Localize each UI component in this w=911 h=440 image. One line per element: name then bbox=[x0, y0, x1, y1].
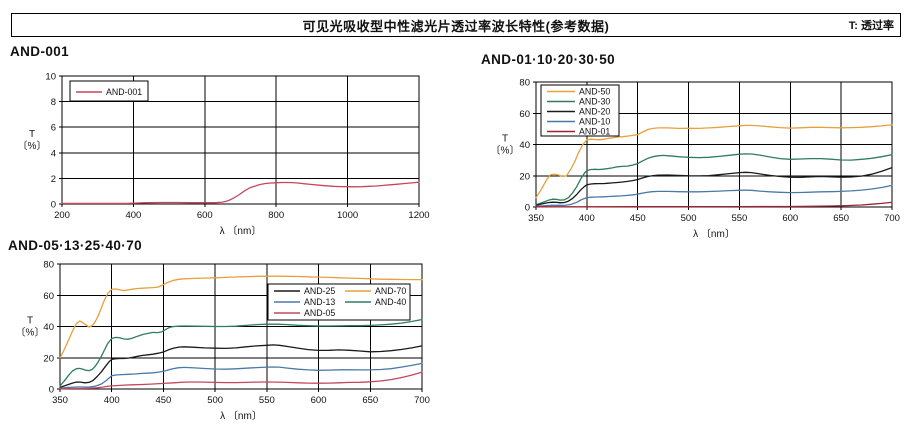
x-tick-label: 450 bbox=[630, 213, 646, 224]
chart-svg: 200 400 600 800 1000 1200 0 2 4 6 8 10 T〔%〕 λ 〔nm〕 AND… bbox=[18, 72, 430, 238]
y-tick-label: 20 bbox=[43, 353, 54, 364]
legend-box bbox=[69, 80, 149, 102]
curve-AND-13 bbox=[59, 362, 423, 389]
y-tick-label: 80 bbox=[519, 78, 530, 89]
x-tick-label: 550 bbox=[731, 213, 747, 224]
legend-label-AND-25: AND-25 bbox=[304, 286, 335, 296]
chart-heading-and-01-series: AND-01·10·20·30·50 bbox=[481, 52, 616, 67]
x-tick-label: 450 bbox=[155, 395, 171, 406]
transmittance-note: T: 透过率 bbox=[848, 20, 894, 32]
x-tick-label: 600 bbox=[311, 395, 327, 406]
y-tick-label: 8 bbox=[51, 97, 56, 108]
x-axis-label: λ 〔nm〕 bbox=[220, 410, 262, 422]
curve-AND-20 bbox=[535, 166, 893, 207]
transmittance-chart-and-01-series: 350 400 450 500 550 600 650 700 0 20 40 60 80 T 〔%〕 λ 〔… bbox=[481, 70, 911, 242]
y-tick-label: 60 bbox=[43, 291, 54, 302]
x-tick-label: 350 bbox=[528, 213, 544, 224]
chart-section-and-05-13-25-40-70: AND-05·13·25·40·70 350 400 450 500 550 600 650… bbox=[8, 238, 453, 424]
x-axis-label: λ 〔nm〕 bbox=[220, 225, 262, 237]
legend-label-AND-20: AND-20 bbox=[579, 107, 610, 117]
x-tick-label: 600 bbox=[197, 210, 213, 221]
legend-box bbox=[540, 84, 620, 137]
legend-label-AND-01: AND-01 bbox=[579, 127, 610, 137]
x-tick-label: 1000 bbox=[337, 210, 358, 221]
y-tick-label: 6 bbox=[51, 123, 56, 134]
plot-border bbox=[61, 75, 420, 205]
legend-label-AND-30: AND-30 bbox=[579, 97, 610, 107]
y-axis-unit: 〔%〕 bbox=[491, 145, 520, 157]
title-bar: 可见光吸收型中性滤光片透过率波长特性(参考数据) T: 透过率 bbox=[11, 13, 901, 37]
chart-svg: 350 400 450 500 550 600 650 700 0 20 40 60 80 T〔%〕 λ 〔… bbox=[491, 78, 900, 241]
y-tick-label: 10 bbox=[45, 72, 56, 83]
curve-AND-70 bbox=[59, 275, 423, 359]
x-tick-label: 600 bbox=[782, 213, 798, 224]
y-axis-unit: 〔%〕 bbox=[16, 327, 45, 339]
y-tick-label: 0 bbox=[51, 200, 56, 211]
y-axis-unit: 〔%〕 bbox=[18, 140, 47, 152]
legend-label-AND-10: AND-10 bbox=[579, 117, 610, 127]
legend-label-AND-13: AND-13 bbox=[304, 297, 335, 307]
chart-svg: 350 400 450 500 550 600 650 700 0 20 40 60 80 T〔%〕 λ 〔… bbox=[16, 260, 430, 423]
y-tick-label: 40 bbox=[519, 140, 530, 151]
legend-label-AND-40: AND-40 bbox=[375, 297, 406, 307]
x-tick-label: 550 bbox=[259, 395, 275, 406]
curve-AND-40 bbox=[59, 318, 423, 387]
x-tick-label: 500 bbox=[207, 395, 223, 406]
x-tick-label: 350 bbox=[52, 395, 68, 406]
page-title: 可见光吸收型中性滤光片透过率波长特性(参考数据) bbox=[302, 18, 610, 34]
x-tick-label: 400 bbox=[579, 213, 595, 224]
legend-label-AND-70: AND-70 bbox=[375, 286, 406, 296]
y-tick-label: 20 bbox=[519, 171, 530, 182]
curve-AND-25 bbox=[59, 344, 423, 389]
curve-AND-05 bbox=[59, 371, 423, 390]
x-tick-label: 200 bbox=[54, 210, 70, 221]
x-tick-label: 500 bbox=[681, 213, 697, 224]
curve-AND-10 bbox=[535, 184, 893, 208]
x-tick-label: 700 bbox=[884, 213, 900, 224]
x-tick-label: 650 bbox=[833, 213, 849, 224]
x-tick-label: 1200 bbox=[408, 210, 429, 221]
chart-heading-and-001: AND-001 bbox=[10, 44, 70, 59]
curve-AND-30 bbox=[535, 153, 893, 206]
x-tick-label: 700 bbox=[414, 395, 430, 406]
chart-section-and-001: AND-001 200 400 600 800 1000 1200 0 2 4 6 8 10 T 〔%〕 λ… bbox=[10, 44, 455, 238]
y-tick-label: 40 bbox=[43, 322, 54, 333]
legend-label-AND-001: AND-001 bbox=[106, 87, 142, 97]
curve-AND-50 bbox=[535, 124, 893, 199]
x-axis-label: λ 〔nm〕 bbox=[693, 228, 735, 240]
curve-AND-001 bbox=[61, 181, 420, 205]
curve-AND-01 bbox=[535, 201, 893, 208]
y-tick-label: 2 bbox=[51, 174, 56, 185]
y-tick-label: 60 bbox=[519, 109, 530, 120]
x-tick-label: 400 bbox=[104, 395, 120, 406]
y-tick-label: 0 bbox=[525, 203, 530, 214]
y-axis-label: T bbox=[27, 316, 33, 327]
x-tick-label: 650 bbox=[362, 395, 378, 406]
legend-label-AND-05: AND-05 bbox=[304, 308, 335, 318]
x-tick-label: 400 bbox=[125, 210, 141, 221]
chart-heading-and-05-series: AND-05·13·25·40·70 bbox=[8, 238, 143, 253]
y-tick-label: 0 bbox=[49, 385, 54, 396]
y-axis-label: T bbox=[29, 129, 35, 140]
x-tick-label: 800 bbox=[268, 210, 284, 221]
transmittance-chart-and-001: 200 400 600 800 1000 1200 0 2 4 6 8 10 T 〔%〕 λ 〔nm〕 AND… bbox=[10, 62, 455, 238]
chart-section-and-01-10-20-30-50: AND-01·10·20·30·50 350 400 450 500 550 600 650… bbox=[481, 52, 911, 242]
y-tick-label: 4 bbox=[51, 148, 56, 159]
transmittance-chart-and-05-series: 350 400 450 500 550 600 650 700 0 20 40 60 80 T 〔%〕 λ 〔… bbox=[8, 256, 453, 424]
legend-label-AND-50: AND-50 bbox=[579, 87, 610, 97]
y-axis-label: T bbox=[502, 134, 508, 145]
y-tick-label: 80 bbox=[43, 260, 54, 271]
